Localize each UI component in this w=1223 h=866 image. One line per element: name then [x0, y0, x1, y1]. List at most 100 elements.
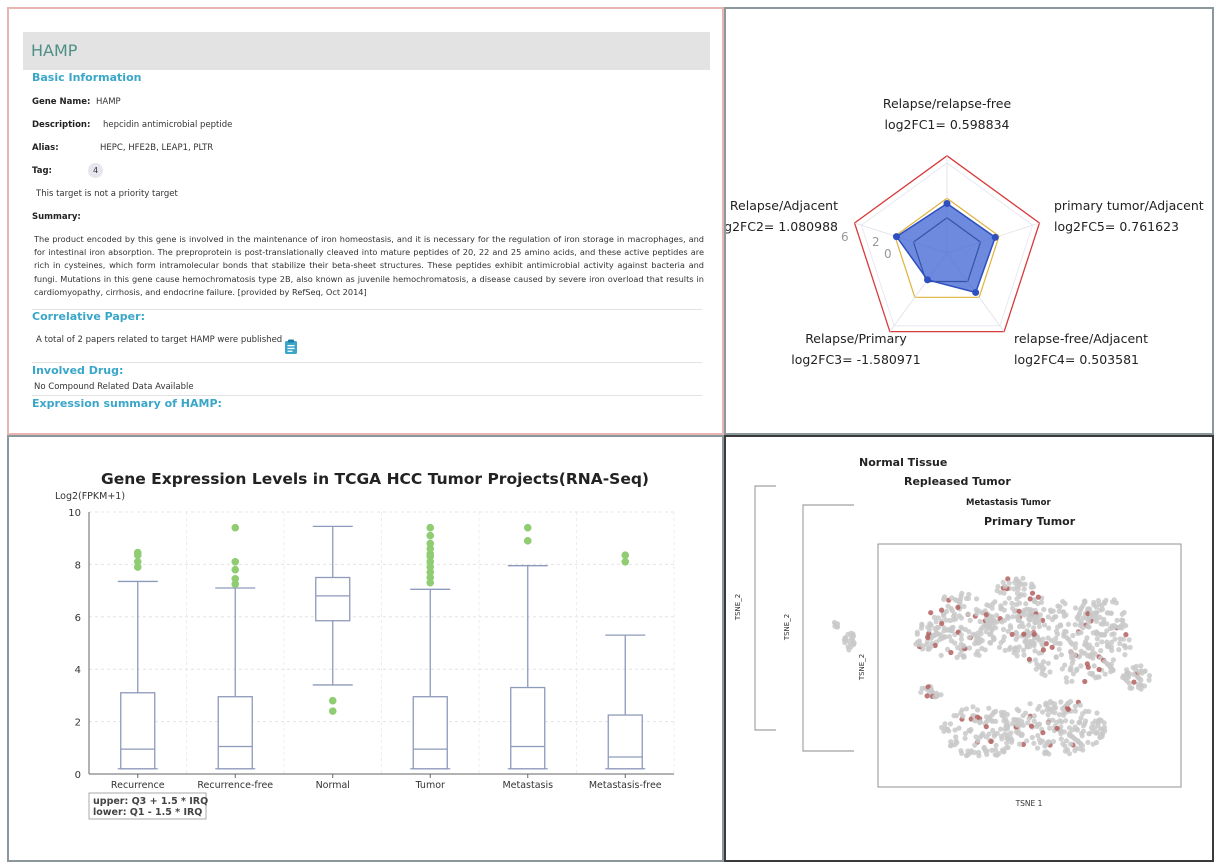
tsne-point: [1036, 623, 1042, 630]
tsne-point: [988, 640, 994, 646]
outlier-point: [621, 557, 630, 566]
tsne-point: [974, 611, 980, 617]
tsne-point: [1098, 621, 1104, 627]
tsne-point: [918, 689, 924, 695]
tsne-point: [1042, 749, 1048, 755]
tsne-point: [1016, 708, 1022, 714]
tsne-point: [1049, 616, 1056, 623]
tsne-point: [1086, 624, 1092, 630]
tsne-point: [1085, 739, 1091, 745]
radar-axis-value: log2FC1= 0.598834: [885, 117, 1010, 132]
gene-name-label: Gene Name:: [32, 97, 91, 107]
tsne-point: [1112, 636, 1118, 642]
tsne-point: [1119, 611, 1125, 617]
tsne-point: [1033, 666, 1039, 672]
layer-title: Primary Tumor: [984, 515, 1076, 528]
outlier-point: [328, 707, 337, 715]
tsne-point: [1090, 630, 1096, 636]
tsne-point: [1068, 667, 1074, 673]
tsne-point: [1007, 644, 1013, 651]
tsne-point: [972, 718, 978, 724]
tsne-point: [1082, 598, 1088, 604]
tsne-point: [1000, 637, 1006, 643]
tsne-point: [1095, 598, 1101, 604]
tsne-point: [975, 738, 981, 744]
alias-label: Alias:: [32, 143, 59, 153]
tsne-point: [992, 752, 998, 758]
tsne-point: [1097, 607, 1103, 613]
tsne-point: [979, 638, 985, 644]
tsne-point: [1099, 639, 1105, 645]
tsne-point: [945, 646, 951, 652]
outlier-point: [231, 565, 240, 574]
tsne-point: [1045, 712, 1051, 718]
tsne-point: [850, 639, 856, 645]
radar-value: 0.503581: [1079, 352, 1139, 367]
tsne-point: [970, 704, 976, 710]
tsne-point: [1120, 636, 1126, 642]
layer-title: Normal Tissue: [859, 456, 947, 469]
tsne-point: [1076, 719, 1082, 726]
tsne-point: [1066, 751, 1072, 757]
tsne-point: [1056, 646, 1062, 652]
tsne-point: [1069, 678, 1075, 684]
box-body: [607, 714, 643, 770]
clipboard-icon[interactable]: [284, 339, 298, 355]
radar-metric: log2FC5=: [1054, 219, 1119, 234]
tsne-point: [956, 725, 962, 731]
tsne-point: [977, 734, 983, 740]
gene-name-value: HAMP: [96, 97, 121, 107]
tsne-point: [925, 646, 931, 652]
y-tick-label: 10: [68, 508, 81, 519]
x-tick-label: Tumor: [415, 780, 445, 791]
tsne-point: [1045, 635, 1051, 641]
tsne-point: [1031, 598, 1037, 604]
radar-chart: 6 20 Relapse/relapse-free log2FC1= 0.598834…: [726, 96, 1204, 367]
tsne-point: [1001, 607, 1007, 613]
tsne-point: [1041, 606, 1047, 613]
tsne-highlight-point: [928, 610, 934, 616]
tsne-point: [1050, 738, 1057, 745]
tsne-point: [959, 590, 965, 596]
tsne-point: [966, 591, 972, 597]
radar-axis-label: Relapse/Adjacent: [730, 198, 838, 213]
tsne-point: [979, 645, 985, 651]
tsne-highlight-point: [1085, 664, 1091, 670]
tsne-point: [1102, 671, 1108, 677]
radar-axis-value: log2FC4= 0.503581: [1014, 352, 1139, 367]
tsne-highlight-point: [1131, 679, 1137, 685]
tsne-point: [958, 615, 964, 621]
radar-point: [943, 200, 951, 208]
outlier-point: [231, 523, 240, 532]
outlier-point: [426, 544, 435, 553]
divider: [32, 309, 702, 310]
tsne-highlight-point: [1016, 608, 1022, 614]
tsne-point: [1142, 668, 1148, 674]
divider: [32, 362, 702, 363]
tsne-point: [1061, 613, 1067, 619]
tsne-point: [1013, 602, 1019, 608]
tsne-point: [1032, 648, 1038, 654]
tsne-point: [1041, 622, 1048, 628]
x-tick-label: Metastasis-free: [589, 780, 662, 791]
tsne-point: [1045, 614, 1051, 620]
tsne-point: [977, 720, 983, 726]
tsne-point: [1109, 631, 1115, 638]
box-body: [120, 692, 156, 770]
tsne-point: [1057, 622, 1063, 628]
tsne-point: [845, 631, 851, 637]
tsne-point: [939, 724, 945, 731]
tsne-point: [951, 713, 957, 719]
tsne-point: [958, 641, 964, 647]
tsne-point: [1091, 663, 1097, 669]
tsne-point: [1087, 670, 1093, 677]
x-tick-label: Recurrence: [111, 780, 165, 791]
tsne-point: [1065, 621, 1071, 627]
tsne-point: [1020, 575, 1026, 581]
tag-badge[interactable]: 4: [88, 163, 103, 178]
tsne-highlight-point: [1035, 594, 1041, 600]
tsne-point: [1014, 722, 1020, 728]
radar-value: 0.598834: [950, 117, 1010, 132]
tsne-point: [958, 624, 964, 630]
tsne-point: [932, 694, 938, 700]
